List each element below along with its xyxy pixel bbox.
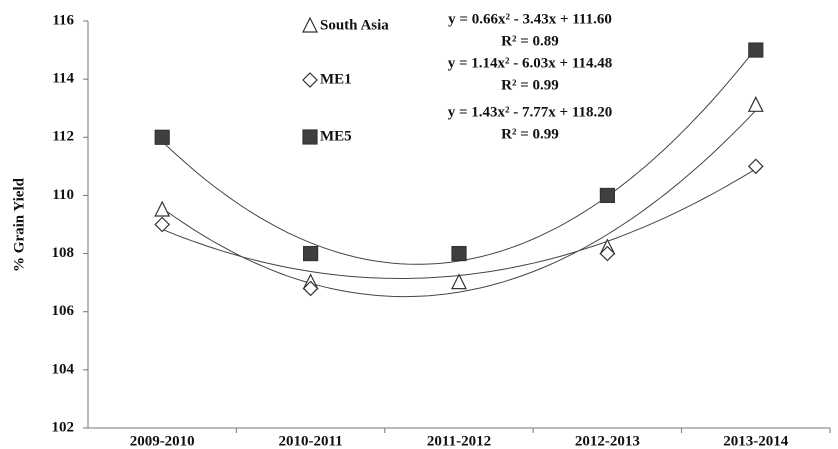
data-point [451,245,467,262]
annotation: y = 0.66x² - 3.43x + 111.60 [448,11,612,27]
y-tick-label: 114 [52,71,74,87]
x-tick-label: 2010-2011 [279,433,343,449]
legend-marker [302,129,318,145]
data-point [302,280,319,297]
data-point [154,216,171,233]
y-tick-label: 106 [52,303,75,319]
data-point [451,273,467,290]
data-point [154,129,170,145]
legend-label: ME5 [320,128,352,144]
y-tick-label: 102 [52,419,75,435]
y-tick-label: 110 [52,187,74,203]
x-tick-label: 2009-2010 [130,433,195,449]
data-point [599,245,616,262]
data-point [747,158,764,175]
y-tick-label: 112 [52,129,74,145]
annotation: R² = 0.89 [501,33,559,49]
legend-label: ME1 [320,71,352,87]
y-tick-label: 104 [52,361,75,377]
annotation: R² = 0.99 [501,126,559,142]
trendline [161,48,757,265]
trendline [162,168,757,279]
y-tick-label: 108 [52,245,75,261]
x-tick-label: 2012-2013 [575,433,640,449]
annotation: y = 1.14x² - 6.03x + 114.48 [448,55,613,71]
data-point [748,42,764,58]
legend-label: South Asia [320,17,389,33]
y-axis-label: % Grain Yield [11,177,27,272]
x-tick-label: 2013-2014 [723,433,788,449]
x-tick-label: 2011-2012 [427,433,491,449]
data-point [154,200,171,217]
data-point [599,187,616,204]
data-point [747,95,764,112]
data-point [303,245,319,262]
legend-marker [302,72,318,88]
annotation: y = 1.43x² - 7.77x + 118.20 [448,104,613,120]
y-tick-label: 116 [52,12,74,28]
annotation: R² = 0.99 [501,77,559,93]
trendline [161,110,757,298]
legend-marker [302,16,318,33]
